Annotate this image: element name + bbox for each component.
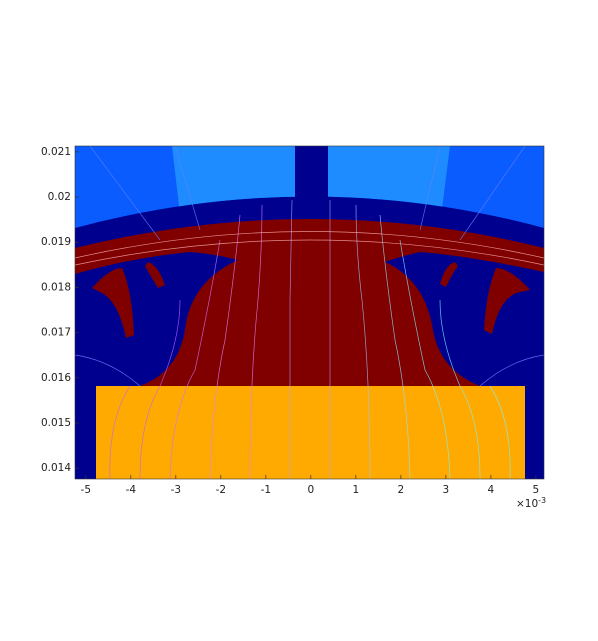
y-tick-label: 0.02 — [48, 191, 71, 203]
x-tick-label: 0 — [308, 484, 315, 496]
multiplier-base: ×10 — [516, 498, 538, 510]
contour-lines — [75, 146, 544, 479]
x-tick-label: 1 — [353, 484, 360, 496]
y-tick-label: 0.018 — [41, 281, 71, 293]
axes-box — [74, 145, 545, 480]
x-tick-label: -5 — [81, 484, 91, 496]
x-tick-label: 4 — [488, 484, 495, 496]
y-tick-label: 0.017 — [41, 327, 71, 339]
x-tick-label: -2 — [216, 484, 226, 496]
y-tick-label: 0.019 — [41, 236, 71, 248]
x-tick-label: -3 — [171, 484, 181, 496]
y-tick-label: 0.015 — [41, 417, 71, 429]
x-tick-label: -4 — [126, 484, 137, 496]
x-tick-label: -1 — [261, 484, 271, 496]
y-tick-label: 0.021 — [41, 146, 71, 158]
x-tick-label: 3 — [443, 484, 450, 496]
x-tick-label: 2 — [398, 484, 405, 496]
y-tick-label: 0.016 — [41, 372, 71, 384]
y-tick-label: 0.014 — [41, 462, 71, 474]
x-tick-label: 5 — [533, 484, 540, 496]
field-image — [75, 146, 544, 479]
x-multiplier: ×10-3 — [516, 496, 546, 511]
multiplier-exponent: -3 — [538, 496, 546, 505]
